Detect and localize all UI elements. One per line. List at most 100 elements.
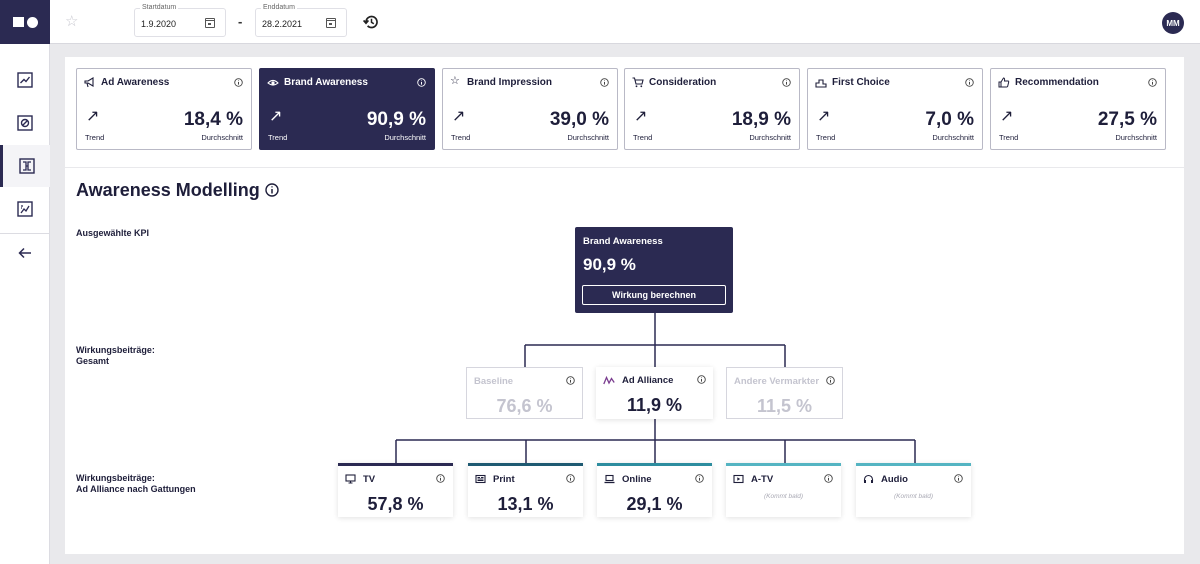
info-icon[interactable] (600, 78, 609, 87)
genre-value: 13,1 % (497, 494, 554, 514)
trend-label: Trend (816, 133, 836, 142)
trend-arrow-icon: ↗ (269, 108, 283, 125)
eye-icon (267, 79, 279, 86)
info-icon[interactable] (265, 183, 279, 197)
trend-arrow-icon: ↗ (817, 108, 831, 125)
average-label: Durchschnitt (567, 133, 609, 142)
info-icon[interactable] (695, 474, 704, 483)
kpi-card-brand-awareness[interactable]: Brand Awareness ↗ Trend 90,9 % Durchschn… (259, 68, 435, 150)
genre-name: TV (363, 474, 376, 485)
start-date-field[interactable]: Startdatum 1.9.2020 (134, 3, 226, 37)
info-icon[interactable] (697, 375, 706, 384)
info-icon[interactable] (824, 474, 833, 483)
calculate-effect-button[interactable]: Wirkung berechnen (582, 285, 726, 305)
info-icon[interactable] (782, 78, 791, 87)
headphones-icon (863, 474, 874, 483)
genre-node-audio[interactable]: Audio (Kommt bald) (856, 463, 971, 517)
kpi-value: 27,5 % (1097, 109, 1157, 130)
node-value: 76,6 % (496, 396, 553, 416)
end-date-label: Enddatum (261, 3, 297, 12)
trend-label: Trend (999, 133, 1019, 142)
kpi-card-first-choice[interactable]: First Choice ↗ Trend 7,0 % Durchschnitt (807, 68, 983, 150)
kpi-name: Brand Awareness (284, 77, 368, 88)
end-date-value: 28.2.2021 (262, 19, 303, 29)
selected-kpi-name: Brand Awareness (583, 236, 663, 247)
average-label: Durchschnitt (749, 133, 791, 142)
app-logo[interactable] (0, 0, 50, 44)
trend-arrow-icon: ↗ (86, 108, 100, 125)
date-separator: - (238, 14, 243, 29)
logo-circle (26, 16, 38, 28)
calendar-icon[interactable] (205, 18, 215, 28)
end-date-field[interactable]: Enddatum 28.2.2021 (255, 3, 347, 37)
kpi-card-consideration[interactable]: Consideration ↗ Trend 18,9 % Durchschnit… (624, 68, 800, 150)
kpi-value: 18,9 % (731, 109, 791, 130)
report-chart-icon (17, 201, 33, 217)
label-genre-contributions: Wirkungsbeiträge: Ad Alliance nach Gattu… (76, 473, 196, 495)
page-title: Awareness Modelling (76, 180, 260, 200)
user-avatar[interactable]: MM (1162, 12, 1184, 34)
genre-name: Online (622, 474, 652, 485)
tv-icon (345, 474, 356, 484)
star-icon: ☆ (450, 75, 460, 87)
genre-name: Audio (881, 474, 908, 485)
kpi-value: 18,4 % (183, 109, 243, 130)
sidebar-item-analytics[interactable] (0, 59, 50, 101)
label-line: Ad Alliance nach Gattungen (76, 484, 196, 494)
info-icon[interactable] (954, 474, 963, 483)
info-icon[interactable] (417, 78, 426, 87)
genre-color-bar (726, 463, 841, 466)
info-icon[interactable] (1148, 78, 1157, 87)
average-label: Durchschnitt (932, 133, 974, 142)
coming-soon-label: (Kommt bald) (763, 493, 803, 500)
info-icon[interactable] (234, 78, 243, 87)
kpi-value: 90,9 % (366, 109, 426, 130)
kpi-name: First Choice (832, 77, 890, 88)
calendar-icon[interactable] (326, 18, 336, 28)
node-name: Andere Vermarkter (734, 376, 820, 387)
info-icon[interactable] (965, 78, 974, 87)
sidebar-item-modelling[interactable] (0, 145, 50, 187)
coming-soon-label: (Kommt bald) (893, 493, 933, 500)
node-value: 11,5 % (756, 396, 813, 416)
node-name: Baseline (474, 376, 514, 387)
genre-node-online[interactable]: Online 29,1 % (597, 463, 712, 517)
sidebar-divider (0, 233, 50, 234)
genre-color-bar (468, 463, 583, 466)
info-icon[interactable] (566, 376, 575, 385)
genre-node-print[interactable]: Print 13,1 % (468, 463, 583, 517)
contribution-node-other-marketers[interactable]: Andere Vermarkter 11,5 % (726, 367, 843, 419)
laptop-icon (604, 474, 615, 484)
contribution-node-baseline[interactable]: Baseline 76,6 % (466, 367, 583, 419)
info-icon[interactable] (436, 474, 445, 483)
kpi-card-ad-awareness[interactable]: Ad Awareness ↗ Trend 18,4 % Durchschnitt (76, 68, 252, 150)
newspaper-icon (475, 474, 486, 484)
genre-name: Print (493, 474, 515, 485)
logo-square (12, 17, 24, 27)
info-icon[interactable] (826, 376, 835, 385)
genre-value: 57,8 % (367, 494, 424, 514)
atv-icon (733, 474, 744, 484)
kpi-value: 39,0 % (549, 109, 609, 130)
arrow-left-icon (18, 247, 31, 259)
label-total-contributions: Wirkungsbeiträge: Gesamt (76, 345, 155, 367)
info-icon[interactable] (566, 474, 575, 483)
history-icon[interactable] (362, 13, 380, 31)
trend-label: Trend (268, 133, 288, 142)
contribution-node-ad-alliance[interactable]: Ad Alliance 11,9 % (596, 367, 713, 419)
genre-color-bar (597, 463, 712, 466)
podium-icon (815, 79, 827, 88)
top-bar: ☆ Startdatum 1.9.2020 - Enddatum 28.2.20… (0, 0, 1200, 44)
genre-node-a-tv[interactable]: A-TV (Kommt bald) (726, 463, 841, 517)
sidebar-item-targeting[interactable] (0, 102, 50, 144)
kpi-card-brand-impression[interactable]: ☆ Brand Impression ↗ Trend 39,0 % Durchs… (442, 68, 618, 150)
kpi-card-recommendation[interactable]: Recommendation ↗ Trend 27,5 % Durchschni… (990, 68, 1166, 150)
genre-node-tv[interactable]: TV 57,8 % (338, 463, 453, 517)
node-value: 11,9 % (626, 395, 683, 415)
favorite-star-icon[interactable]: ☆ (65, 13, 79, 30)
target-icon (17, 115, 33, 131)
sidebar-collapse-button[interactable] (0, 232, 50, 274)
kpi-name: Ad Awareness (101, 77, 170, 88)
sidebar-item-reports[interactable] (0, 188, 50, 230)
